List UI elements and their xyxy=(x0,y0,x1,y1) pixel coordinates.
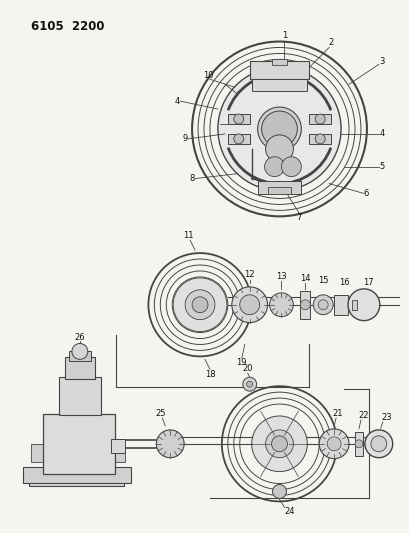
Bar xyxy=(308,134,330,144)
Circle shape xyxy=(354,440,362,448)
Text: 6: 6 xyxy=(362,189,368,198)
Circle shape xyxy=(217,67,340,190)
Circle shape xyxy=(315,114,324,124)
Text: 1: 1 xyxy=(281,31,286,40)
Circle shape xyxy=(251,416,307,472)
Text: 13: 13 xyxy=(276,272,286,281)
Circle shape xyxy=(272,484,286,498)
Circle shape xyxy=(242,377,256,391)
Circle shape xyxy=(300,300,310,310)
Bar xyxy=(308,114,330,124)
Text: 16: 16 xyxy=(338,278,348,287)
Bar xyxy=(23,466,130,482)
Circle shape xyxy=(246,381,252,387)
Circle shape xyxy=(315,134,324,144)
Circle shape xyxy=(271,436,287,452)
Bar xyxy=(333,295,347,314)
Text: 5: 5 xyxy=(378,162,384,171)
Bar xyxy=(249,61,308,79)
Text: 21: 21 xyxy=(332,409,342,418)
Text: 4: 4 xyxy=(378,130,384,139)
Bar xyxy=(29,479,123,487)
Bar xyxy=(271,59,287,66)
Text: 2: 2 xyxy=(328,38,333,47)
Text: 14: 14 xyxy=(299,274,310,284)
Circle shape xyxy=(156,430,184,458)
Bar xyxy=(354,432,362,456)
Bar xyxy=(227,114,249,124)
Text: 6105  2200: 6105 2200 xyxy=(31,20,104,33)
Text: 23: 23 xyxy=(380,414,391,423)
Circle shape xyxy=(364,430,392,458)
Text: 24: 24 xyxy=(283,507,294,516)
Circle shape xyxy=(347,289,379,321)
Circle shape xyxy=(265,135,293,163)
Text: 25: 25 xyxy=(155,409,165,418)
Bar xyxy=(112,444,124,462)
Text: 17: 17 xyxy=(363,278,373,287)
Bar xyxy=(351,300,356,310)
Bar xyxy=(43,414,115,474)
Circle shape xyxy=(231,287,267,322)
Circle shape xyxy=(72,343,88,359)
Text: 10: 10 xyxy=(202,71,213,80)
Circle shape xyxy=(239,295,259,314)
Bar xyxy=(69,351,90,361)
Circle shape xyxy=(233,114,243,124)
Text: 18: 18 xyxy=(204,370,215,379)
Circle shape xyxy=(326,437,340,451)
Text: 19: 19 xyxy=(236,358,246,367)
Text: 9: 9 xyxy=(182,134,187,143)
Circle shape xyxy=(265,430,293,458)
Text: 26: 26 xyxy=(74,333,85,342)
Text: 15: 15 xyxy=(317,277,328,285)
Circle shape xyxy=(317,300,327,310)
Circle shape xyxy=(264,157,284,176)
Circle shape xyxy=(261,111,297,147)
Text: 11: 11 xyxy=(182,231,193,240)
Text: 20: 20 xyxy=(242,364,252,373)
Bar xyxy=(251,79,307,91)
Bar xyxy=(110,439,124,453)
Text: 4: 4 xyxy=(174,96,180,106)
Bar xyxy=(257,181,301,195)
Circle shape xyxy=(264,114,294,144)
Circle shape xyxy=(257,107,301,151)
Bar xyxy=(59,377,101,415)
Circle shape xyxy=(173,278,226,332)
Text: 8: 8 xyxy=(189,174,194,183)
Circle shape xyxy=(370,436,386,452)
Text: 22: 22 xyxy=(358,411,368,421)
Circle shape xyxy=(269,293,293,317)
Bar xyxy=(31,444,45,462)
Bar xyxy=(300,291,310,319)
Bar xyxy=(267,187,291,195)
Text: 12: 12 xyxy=(244,270,254,279)
Text: 3: 3 xyxy=(378,57,384,66)
Circle shape xyxy=(281,157,301,176)
Text: 7: 7 xyxy=(296,213,301,222)
Circle shape xyxy=(312,295,333,314)
Circle shape xyxy=(192,297,207,313)
Bar xyxy=(227,134,249,144)
Bar xyxy=(65,358,94,379)
Circle shape xyxy=(233,134,243,144)
Circle shape xyxy=(319,429,348,459)
Circle shape xyxy=(185,290,214,320)
